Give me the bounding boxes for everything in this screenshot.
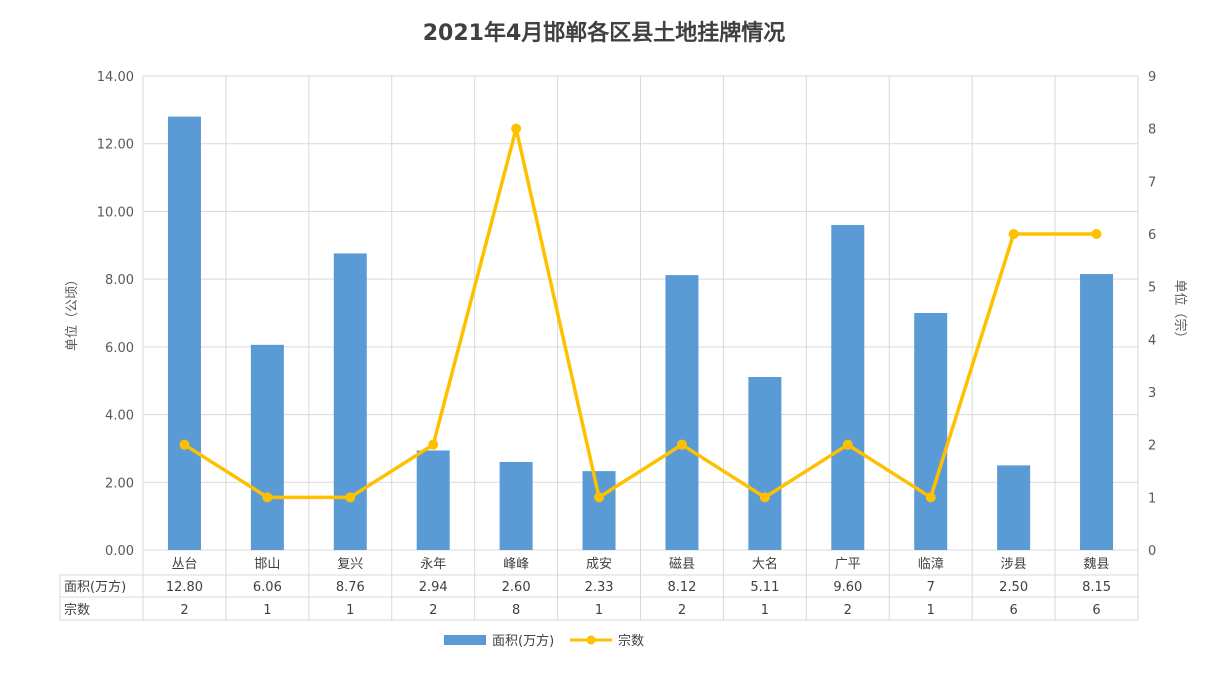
bar-峰峰 — [499, 461, 533, 550]
bar-涉县 — [997, 465, 1031, 550]
left-axis-label: 单位（公顷） — [65, 273, 80, 351]
legend-line-marker — [586, 635, 596, 645]
legend-bar-label: 面积(万方) — [492, 633, 554, 649]
category-label: 丛台 — [171, 557, 197, 572]
count-point-邯山 — [262, 492, 273, 503]
right-tick-label: 1 — [1148, 491, 1156, 506]
right-axis-label: 单位（宗） — [1172, 279, 1188, 344]
table-cell: 12.80 — [166, 580, 203, 595]
left-tick-label: 10.00 — [97, 205, 134, 220]
count-line — [183, 126, 1097, 500]
bar-series — [167, 116, 1114, 550]
line-series — [179, 123, 1102, 503]
left-tick-label: 6.00 — [105, 341, 134, 356]
bar-广平 — [831, 224, 865, 550]
table-cell: 1 — [346, 603, 354, 618]
count-point-涉县 — [1008, 229, 1019, 239]
table-cell: 5.11 — [750, 580, 779, 595]
table-cell: 6 — [1092, 603, 1100, 618]
bar-临漳 — [914, 313, 948, 550]
category-label: 大名 — [752, 556, 778, 572]
left-tick-label: 2.00 — [105, 476, 134, 491]
legend-bar-swatch — [444, 635, 486, 645]
right-tick-label: 6 — [1148, 228, 1156, 243]
table-cell: 2 — [429, 603, 437, 618]
category-label: 涉县 — [1001, 557, 1027, 572]
bar-魏县 — [1080, 274, 1114, 550]
count-point-大名 — [759, 492, 770, 503]
right-tick-label: 0 — [1148, 544, 1156, 559]
category-label: 临漳 — [918, 556, 944, 572]
bar-复兴 — [333, 253, 367, 550]
bar-永年 — [416, 450, 450, 550]
table-cell: 2.60 — [502, 580, 531, 595]
table-cell: 8 — [512, 603, 520, 618]
table-cell: 2.94 — [419, 580, 448, 595]
table-cell: 7 — [927, 580, 935, 595]
chart-title: 2021年4月邯郸各区县土地挂牌情况 — [423, 20, 786, 46]
table-cell: 8.12 — [667, 580, 696, 595]
table-cell: 1 — [263, 603, 271, 618]
table-cell: 2.33 — [585, 580, 614, 595]
left-tick-label: 12.00 — [97, 138, 134, 153]
count-point-广平 — [842, 439, 853, 450]
count-point-复兴 — [345, 492, 356, 503]
table-cell: 8.76 — [336, 580, 365, 595]
table-cell: 2.50 — [999, 580, 1028, 595]
table-cell: 6.06 — [253, 580, 282, 595]
right-tick-label: 2 — [1148, 439, 1156, 454]
count-point-永年 — [428, 439, 439, 450]
count-point-丛台 — [179, 439, 190, 450]
right-tick-label: 7 — [1148, 175, 1156, 190]
right-tick-label: 5 — [1148, 281, 1156, 296]
gridlines — [59, 75, 1139, 621]
left-tick-label: 8.00 — [105, 273, 134, 288]
table-cell: 2 — [844, 603, 852, 618]
right-tick-label: 9 — [1148, 70, 1156, 85]
count-point-临漳 — [925, 492, 936, 503]
count-point-成安 — [594, 492, 605, 503]
left-tick-label: 0.00 — [105, 544, 134, 559]
bar-邯山 — [250, 344, 284, 550]
count-point-磁县 — [676, 439, 687, 450]
legend: 面积(万方) 宗数 — [444, 633, 644, 649]
category-labels: 丛台 邯山 复兴 永年 峰峰 成安 磁县 大名 广平 临漳 涉县 魏县 — [171, 556, 1109, 572]
right-tick-label: 8 — [1148, 123, 1156, 138]
count-point-魏县 — [1091, 229, 1102, 239]
category-label: 广平 — [835, 557, 861, 572]
right-tick-label: 4 — [1148, 333, 1156, 348]
count-point-峰峰 — [511, 123, 522, 134]
category-label: 成安 — [586, 557, 612, 572]
category-label: 峰峰 — [503, 557, 529, 572]
table-cell: 1 — [595, 603, 603, 618]
right-axis-ticks: 0 1 2 3 4 5 6 7 8 9 — [1148, 70, 1156, 559]
table-cell: 8.15 — [1082, 580, 1111, 595]
table-row-header: 宗数 — [64, 602, 90, 618]
left-tick-label: 4.00 — [105, 409, 134, 424]
category-label: 邯山 — [254, 557, 280, 572]
left-axis-ticks: 0.00 2.00 4.00 6.00 8.00 10.00 12.00 14.00 — [97, 70, 134, 559]
bar-磁县 — [665, 275, 699, 550]
category-label: 永年 — [420, 557, 446, 572]
bar-成安 — [582, 471, 616, 550]
category-label: 复兴 — [337, 557, 363, 572]
table-cell: 6 — [1009, 603, 1017, 618]
left-tick-label: 14.00 — [97, 70, 134, 85]
right-tick-label: 3 — [1148, 386, 1156, 401]
table-cell: 2 — [678, 603, 686, 618]
bar-大名 — [748, 376, 782, 550]
data-table: 面积(万方) 12.80 6.06 8.76 2.94 2.60 2.33 8.12 5.11 9… — [64, 579, 1111, 618]
bar-丛台 — [167, 116, 201, 550]
legend-line-label: 宗数 — [618, 633, 644, 649]
table-cell: 9.60 — [833, 580, 862, 595]
table-row-header: 面积(万方) — [64, 579, 126, 595]
table-cell: 1 — [761, 603, 769, 618]
category-label: 魏县 — [1084, 557, 1110, 572]
category-label: 磁县 — [669, 557, 695, 572]
table-cell: 1 — [927, 603, 935, 618]
table-cell: 2 — [180, 603, 188, 618]
